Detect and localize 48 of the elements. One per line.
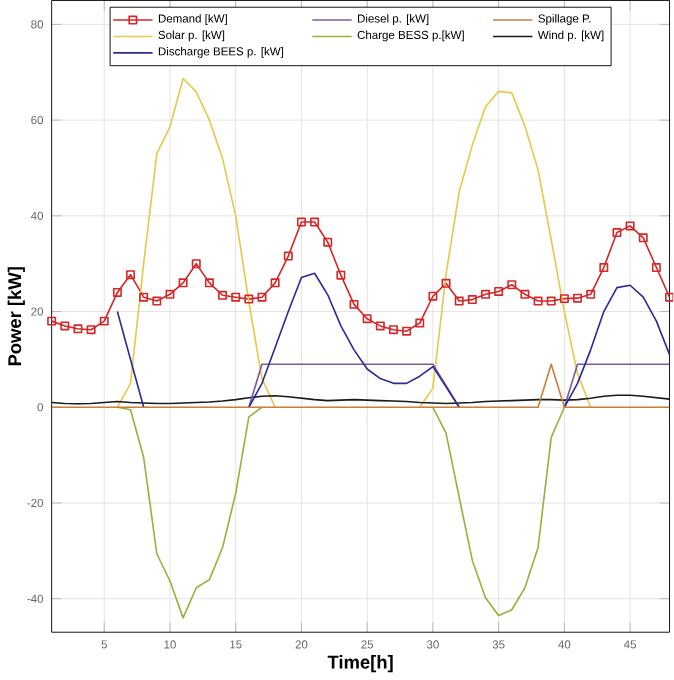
point [468,295,478,305]
point [389,325,399,335]
point [218,290,228,300]
point [586,289,596,299]
point [126,270,136,280]
point [310,217,320,227]
point [363,314,373,324]
point [336,270,346,280]
point [271,278,281,288]
point [165,289,175,299]
point [481,289,491,299]
point [520,289,530,299]
point [376,321,386,331]
point [599,263,609,273]
point [494,286,504,296]
point [612,228,622,238]
point [415,318,425,328]
point [455,296,465,306]
point [428,291,438,301]
point [73,324,83,334]
point [507,280,517,290]
point [547,296,557,306]
point [573,293,583,303]
point [625,221,635,231]
point [192,259,202,269]
point [60,321,70,331]
point [152,296,162,306]
point [639,233,649,243]
point [100,316,110,326]
point [178,278,188,288]
point [297,217,307,227]
point [402,326,412,336]
point [560,294,570,304]
point [652,263,662,273]
point [349,299,359,309]
point [139,292,149,302]
point [205,278,215,288]
point [257,292,267,302]
point [231,292,241,302]
y-axis-title: Power [kW] [8,267,26,366]
point [441,278,451,288]
point [533,296,543,306]
point [284,251,294,261]
point [244,294,254,304]
point [113,287,123,297]
x-axis-title: Time[h] [328,655,394,673]
point [323,237,333,247]
point [86,325,96,335]
